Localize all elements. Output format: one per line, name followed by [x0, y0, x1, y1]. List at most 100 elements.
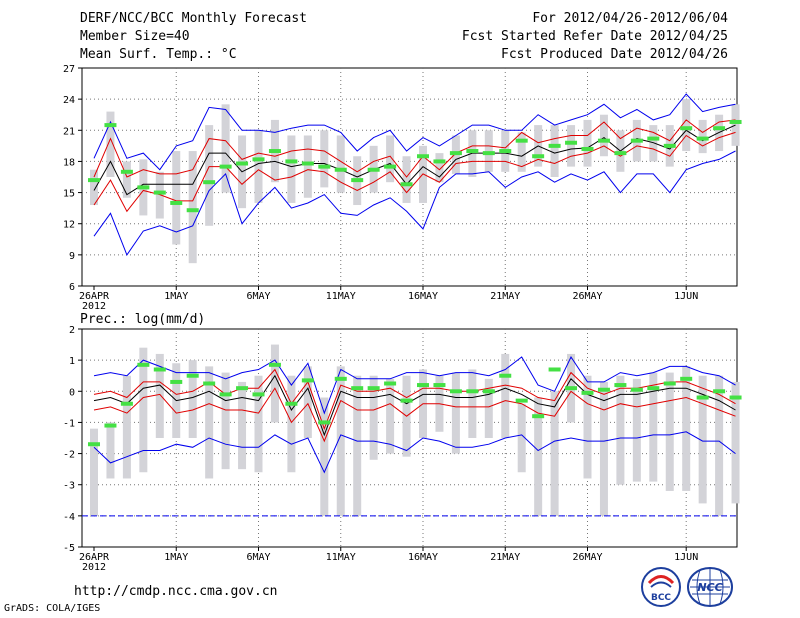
temperature-spread-bar — [336, 135, 345, 193]
precipitation-ytick-label: -5 — [63, 543, 75, 554]
temperature-series-min — [93, 150, 736, 256]
precipitation-spread-bar — [270, 344, 279, 423]
precipitation-spread-bar — [451, 372, 460, 454]
precipitation-member-marker — [186, 373, 199, 378]
precipitation-spread-bar — [484, 378, 493, 438]
temperature-spread-bar — [287, 135, 296, 203]
temperature-ytick-label: 12 — [63, 220, 75, 231]
temperature-ytick-label: 24 — [63, 95, 75, 106]
precipitation-member-marker — [630, 387, 643, 392]
temperature-member-marker — [153, 190, 166, 195]
temperature-xtick-label: 6MAY — [246, 291, 270, 302]
temperature-xtick-label: 1MAY — [164, 291, 188, 302]
precipitation-member-marker — [499, 373, 512, 378]
temperature-spread-bar — [435, 153, 444, 183]
precipitation-spread-bar — [632, 378, 641, 482]
precipitation-spread-bar — [287, 375, 296, 473]
precipitation-member-marker — [268, 362, 281, 367]
temperature-spread-bar — [550, 125, 559, 177]
temperature-spread-bar — [303, 135, 312, 198]
temperature-year-label: 2012 — [82, 301, 106, 312]
forecast-start-date: Fcst Started Refer Date 2012/04/25 — [461, 29, 728, 44]
temperature-ytick-label: 18 — [63, 157, 75, 168]
precipitation-ytick-label: 1 — [69, 356, 75, 367]
temperature-member-marker — [630, 138, 643, 143]
precipitation-spread-bar — [238, 381, 247, 470]
precipitation-spread-bar — [205, 366, 214, 479]
temperature-spread-bar — [402, 156, 411, 203]
precipitation-xtick-label: 26MAY — [572, 552, 602, 563]
precipitation-spread-bar — [715, 375, 724, 516]
temperature-spread-bar — [155, 171, 164, 219]
precipitation-member-marker — [203, 381, 216, 386]
temperature-spread-bar — [649, 125, 658, 162]
temperature-member-marker — [647, 136, 660, 141]
temperature-member-marker — [713, 126, 726, 131]
temperature-xtick-label: 26APR — [79, 291, 110, 302]
precipitation-xtick-label: 1MAY — [164, 552, 188, 563]
temperature-spread-bar — [188, 151, 197, 264]
temperature-member-marker — [729, 119, 742, 124]
temperature-member-marker — [597, 138, 610, 143]
precipitation-member-marker — [433, 383, 446, 388]
temperature-series-mean — [93, 124, 736, 196]
precipitation-member-marker — [449, 389, 462, 394]
temperature-member-marker — [285, 159, 298, 164]
precipitation-member-marker — [219, 392, 232, 397]
precipitation-spread-bar — [468, 369, 477, 438]
ncc-logo: NCC — [687, 567, 733, 607]
temperature-member-marker — [548, 143, 561, 148]
temperature-series-max — [93, 93, 736, 171]
temperature-ytick-label: 21 — [63, 126, 75, 137]
precipitation-spread-bar — [583, 375, 592, 479]
precipitation-spread-bar — [386, 378, 395, 454]
bcc-logo-text: BCC — [651, 593, 671, 603]
temperature-spread-bar — [682, 99, 691, 152]
precipitation-ytick-label: -3 — [63, 481, 75, 492]
precipitation-spread-bar — [106, 422, 115, 479]
precipitation-member-marker — [647, 386, 660, 391]
temperature-member-marker — [170, 200, 183, 205]
temperature-member-marker — [614, 151, 627, 156]
chart-title: DERF/NCC/BCC Monthly Forecast — [80, 11, 307, 26]
temperature-xtick-label: 26MAY — [572, 291, 602, 302]
precipitation-member-marker — [285, 401, 298, 406]
ncc-logo-text: NCC — [697, 581, 722, 594]
temperature-member-marker — [334, 167, 347, 172]
precipitation-member-marker — [170, 379, 183, 384]
precipitation-series-lower — [93, 387, 736, 443]
precipitation-member-marker — [318, 420, 331, 425]
precipitation-spread-bar — [501, 353, 510, 438]
precipitation-spread-bar — [90, 428, 98, 516]
temperature-member-marker — [433, 159, 446, 164]
precipitation-spread-bar — [336, 366, 345, 516]
temperature-member-marker — [565, 140, 578, 145]
temperature-member-marker — [252, 157, 265, 162]
temperature-ytick-label: 27 — [63, 64, 75, 75]
precipitation-spread-bar — [155, 353, 164, 438]
precipitation-series-upper — [93, 368, 736, 431]
temperature-spread-bar — [484, 130, 493, 172]
temperature-spread-bar — [221, 104, 230, 193]
temperature-ytick-label: 15 — [63, 189, 75, 200]
precipitation-ytick-label: 2 — [69, 325, 75, 336]
temperature-spread-bar — [205, 125, 214, 226]
temperature-ytick-label: 9 — [69, 251, 75, 262]
precipitation-ytick-label: -2 — [63, 450, 75, 461]
precipitation-series-mean — [93, 374, 736, 437]
precipitation-member-marker — [417, 383, 429, 388]
precipitation-xtick-label: 26APR — [79, 552, 110, 563]
temperature-member-marker — [384, 164, 397, 169]
precipitation-member-marker — [680, 376, 693, 381]
precipitation-member-marker — [236, 386, 249, 391]
precipitation-member-marker — [729, 395, 742, 400]
temperature-member-marker — [449, 151, 462, 156]
precipitation-spread-bar — [665, 372, 674, 491]
precipitation-member-marker — [597, 387, 610, 392]
precipitation-member-marker — [334, 376, 347, 381]
precipitation-spread-bar — [139, 347, 148, 473]
temperature-member-marker — [696, 136, 709, 141]
temperature-member-marker — [499, 149, 512, 154]
precipitation-member-marker — [120, 401, 133, 406]
